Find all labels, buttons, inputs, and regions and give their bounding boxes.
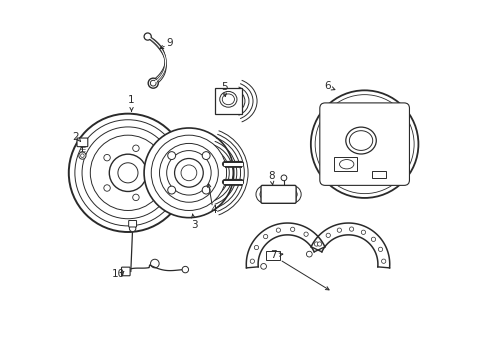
Circle shape bbox=[159, 143, 218, 202]
FancyBboxPatch shape bbox=[128, 221, 136, 227]
Circle shape bbox=[263, 234, 267, 239]
Text: 5: 5 bbox=[220, 82, 227, 93]
Circle shape bbox=[381, 259, 385, 264]
FancyBboxPatch shape bbox=[319, 103, 408, 185]
Circle shape bbox=[284, 186, 301, 203]
Circle shape bbox=[79, 152, 86, 159]
Ellipse shape bbox=[222, 94, 234, 105]
Ellipse shape bbox=[219, 91, 237, 107]
Circle shape bbox=[202, 152, 210, 159]
FancyBboxPatch shape bbox=[261, 185, 296, 203]
Circle shape bbox=[276, 228, 280, 232]
Circle shape bbox=[254, 246, 258, 250]
Circle shape bbox=[310, 90, 418, 198]
Circle shape bbox=[378, 247, 382, 252]
Circle shape bbox=[314, 95, 413, 194]
Circle shape bbox=[169, 186, 174, 191]
Circle shape bbox=[181, 165, 196, 181]
Circle shape bbox=[337, 228, 341, 232]
FancyBboxPatch shape bbox=[121, 267, 130, 276]
Circle shape bbox=[167, 152, 175, 159]
FancyBboxPatch shape bbox=[333, 157, 357, 171]
Circle shape bbox=[287, 190, 297, 199]
Text: 7: 7 bbox=[269, 250, 276, 260]
FancyBboxPatch shape bbox=[77, 138, 88, 147]
Circle shape bbox=[150, 80, 156, 86]
Circle shape bbox=[132, 194, 139, 201]
Circle shape bbox=[290, 227, 294, 231]
FancyBboxPatch shape bbox=[265, 251, 279, 260]
Text: 1: 1 bbox=[128, 95, 135, 111]
Circle shape bbox=[304, 232, 307, 237]
Circle shape bbox=[260, 190, 269, 199]
FancyBboxPatch shape bbox=[371, 171, 386, 178]
Circle shape bbox=[325, 233, 330, 238]
Circle shape bbox=[250, 259, 254, 264]
Circle shape bbox=[202, 186, 210, 194]
Circle shape bbox=[216, 89, 222, 96]
Circle shape bbox=[90, 135, 165, 211]
Circle shape bbox=[109, 154, 146, 192]
Text: 8: 8 bbox=[267, 171, 274, 185]
Circle shape bbox=[182, 266, 188, 273]
Circle shape bbox=[335, 116, 343, 123]
Text: 9: 9 bbox=[165, 38, 172, 48]
Circle shape bbox=[148, 78, 158, 88]
Circle shape bbox=[144, 33, 151, 40]
Circle shape bbox=[103, 185, 110, 191]
Circle shape bbox=[306, 251, 311, 257]
Circle shape bbox=[124, 269, 128, 274]
Circle shape bbox=[166, 150, 211, 195]
Circle shape bbox=[132, 145, 139, 152]
Circle shape bbox=[118, 163, 138, 183]
Circle shape bbox=[260, 264, 266, 269]
Circle shape bbox=[75, 120, 181, 226]
Circle shape bbox=[361, 230, 365, 234]
Circle shape bbox=[314, 242, 318, 246]
FancyBboxPatch shape bbox=[214, 88, 241, 114]
Circle shape bbox=[167, 186, 175, 194]
Circle shape bbox=[174, 158, 203, 187]
Text: 2: 2 bbox=[73, 132, 79, 142]
Text: 4: 4 bbox=[210, 206, 217, 216]
Circle shape bbox=[82, 127, 174, 219]
Circle shape bbox=[144, 128, 233, 218]
Circle shape bbox=[234, 107, 240, 113]
Text: 3: 3 bbox=[191, 214, 197, 230]
Circle shape bbox=[255, 186, 273, 203]
Circle shape bbox=[69, 114, 187, 232]
Circle shape bbox=[386, 116, 392, 123]
Circle shape bbox=[103, 154, 110, 161]
Circle shape bbox=[151, 135, 226, 211]
Circle shape bbox=[216, 107, 222, 113]
Circle shape bbox=[81, 154, 84, 157]
Circle shape bbox=[129, 225, 136, 231]
Circle shape bbox=[386, 158, 392, 166]
Ellipse shape bbox=[345, 127, 376, 154]
Ellipse shape bbox=[349, 131, 372, 150]
Circle shape bbox=[150, 170, 157, 176]
Circle shape bbox=[281, 175, 286, 181]
Text: 6: 6 bbox=[324, 81, 331, 91]
Circle shape bbox=[234, 89, 240, 96]
Circle shape bbox=[169, 154, 174, 159]
Text: 10: 10 bbox=[111, 269, 124, 279]
Ellipse shape bbox=[339, 159, 353, 169]
Circle shape bbox=[317, 242, 321, 246]
Circle shape bbox=[349, 227, 353, 231]
Circle shape bbox=[370, 237, 375, 242]
